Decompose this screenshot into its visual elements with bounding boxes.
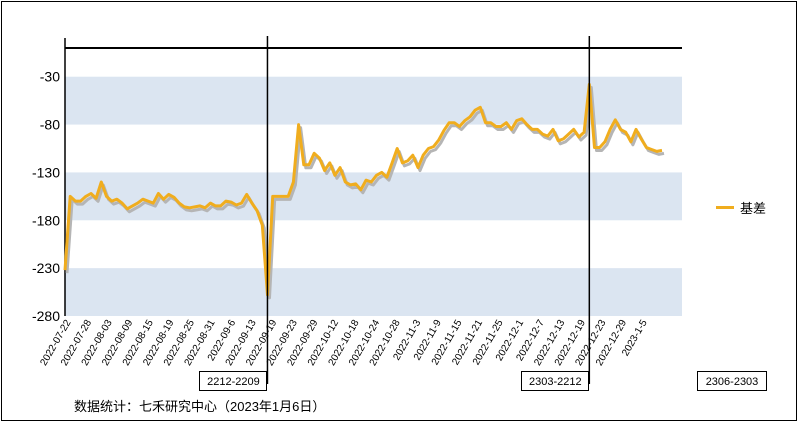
y-tick-label: -80: [40, 117, 60, 133]
series-line-shadow: [65, 85, 665, 300]
legend-swatch: [716, 206, 734, 209]
grid-band: [65, 76, 682, 125]
contract-label-2306-2303: 2306-2303: [697, 371, 767, 391]
series-line-basis: [63, 82, 663, 297]
y-tick-label: -230: [32, 260, 60, 276]
legend: 基差: [716, 198, 766, 217]
legend-label: 基差: [740, 201, 767, 216]
y-tick-label: -180: [32, 212, 60, 228]
source-note: 数据统计：七禾研究中心（2023年1月6日）: [74, 399, 326, 414]
y-tick-label: -130: [32, 164, 60, 180]
y-tick-label: -30: [40, 69, 60, 85]
contract-label-2212-2209: 2212-2209: [199, 371, 268, 391]
grid-band: [65, 268, 682, 316]
contract-label-2303-2212: 2303-2212: [521, 371, 590, 391]
y-tick-label: -280: [32, 308, 60, 324]
